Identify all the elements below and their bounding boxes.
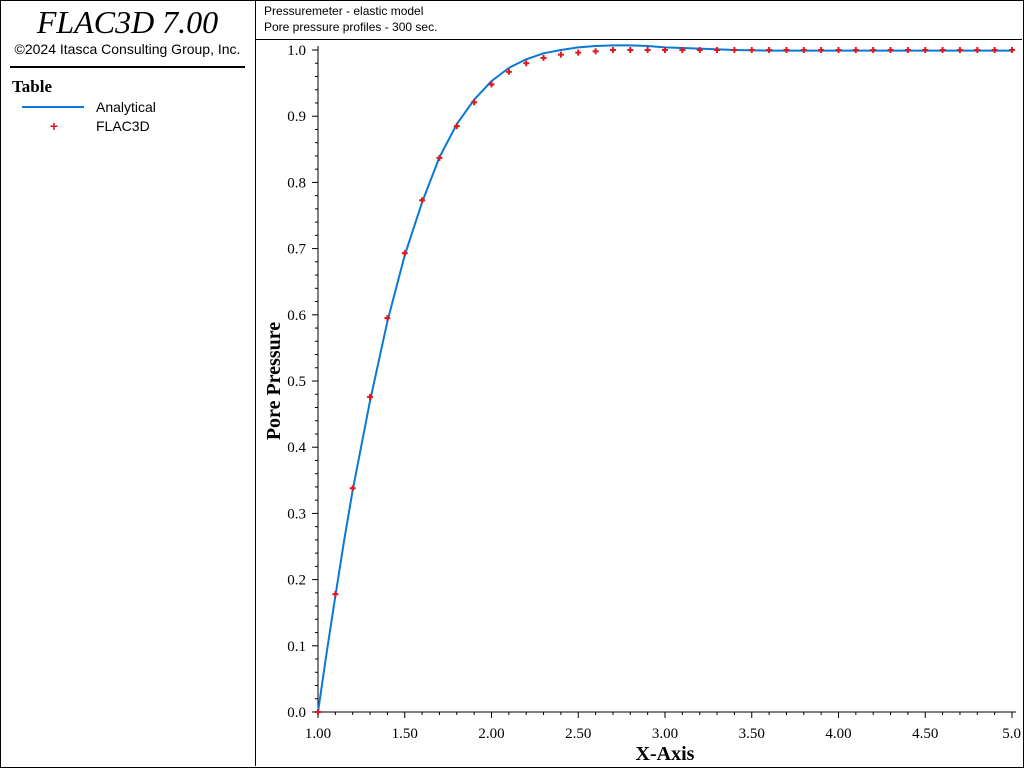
- data-point-flac3d: [349, 485, 356, 492]
- data-point-flac3d: [922, 47, 929, 53]
- data-point-flac3d: [679, 47, 686, 53]
- data-point-flac3d: [488, 81, 495, 88]
- data-point-flac3d: [453, 123, 460, 130]
- data-point-flac3d: [367, 393, 374, 400]
- data-point-flac3d: [800, 47, 807, 53]
- x-tick-label: 3.50: [739, 726, 765, 742]
- data-point-flac3d: [384, 315, 391, 322]
- header-line-2: Pore pressure profiles - 300 sec.: [264, 20, 438, 34]
- header-line-1: Pressuremeter - elastic model: [264, 4, 424, 18]
- chart-axes: [317, 46, 1016, 713]
- data-point-flac3d: [627, 47, 634, 53]
- analytical-line-swatch: [22, 106, 84, 108]
- data-point-flac3d: [696, 47, 703, 53]
- data-point-flac3d: [332, 591, 339, 598]
- legend-label-analytical: Analytical: [96, 99, 156, 115]
- y-tick-label: 0.9: [287, 109, 306, 125]
- chart-ticks: 0.0 0.1 0.2 0.3 0.4 0.5 0.6 0.7 0.8 0.9 1.0 1.00 1.5…: [287, 43, 1021, 742]
- y-tick-label: 0.7: [287, 242, 306, 258]
- x-tick-label: 1.00: [305, 726, 331, 742]
- data-point-flac3d: [471, 99, 478, 106]
- data-point-flac3d: [436, 154, 443, 161]
- y-tick-label: 0.2: [287, 573, 306, 589]
- x-axis-title: X-Axis: [636, 743, 695, 765]
- data-point-flac3d: [887, 47, 894, 53]
- data-point-flac3d: [991, 47, 998, 53]
- pore-pressure-chart: 0.0 0.1 0.2 0.3 0.4 0.5 0.6 0.7 0.8 0.9 1.0 1.00 1.5…: [263, 43, 1021, 765]
- data-point-flac3d: [731, 47, 738, 53]
- y-tick-label: 0.1: [287, 639, 306, 655]
- data-point-flac3d: [818, 47, 825, 53]
- data-point-flac3d: [974, 47, 981, 53]
- data-point-flac3d: [401, 250, 408, 257]
- data-point-flac3d: [609, 47, 616, 53]
- data-point-flac3d: [557, 51, 564, 58]
- y-axis-title: Pore Pressure: [263, 322, 285, 440]
- series-line-analytical: [317, 44, 1012, 713]
- plus-marker-icon: +: [49, 118, 59, 134]
- x-tick-label: 1.50: [392, 726, 418, 742]
- data-point-flac3d: [505, 68, 512, 75]
- data-point-flac3d: [592, 48, 599, 55]
- x-tick-label: 2.50: [565, 726, 591, 742]
- data-point-flac3d: [419, 197, 426, 204]
- data-point-flac3d: [644, 47, 651, 53]
- x-tick-label: 5.0: [1002, 726, 1021, 742]
- chart-series: [315, 44, 1015, 715]
- y-tick-label: 0.5: [287, 374, 306, 390]
- data-point-flac3d: [852, 47, 859, 53]
- x-tick-label: 4.00: [825, 726, 851, 742]
- legend-title: Table: [12, 77, 53, 96]
- data-point-flac3d: [748, 47, 755, 53]
- y-tick-label: 0.0: [287, 705, 306, 721]
- data-point-flac3d: [1009, 47, 1015, 53]
- y-tick-label: 0.8: [287, 175, 306, 191]
- data-point-flac3d: [523, 60, 530, 67]
- y-tick-label: 0.4: [287, 440, 306, 456]
- data-point-flac3d: [714, 47, 721, 53]
- copyright-text: ©2024 Itasca Consulting Group, Inc.: [14, 41, 241, 57]
- data-point-flac3d: [662, 47, 668, 53]
- data-point-flac3d: [575, 49, 582, 56]
- y-tick-label: 0.6: [287, 308, 306, 324]
- data-point-flac3d: [783, 47, 790, 53]
- data-point-flac3d: [956, 47, 963, 53]
- x-tick-label: 3.00: [652, 726, 678, 742]
- data-point-flac3d: [904, 47, 911, 53]
- legend-label-flac3d: FLAC3D: [96, 118, 150, 134]
- data-point-flac3d: [540, 54, 547, 61]
- legend-divider: [10, 66, 245, 68]
- x-tick-label: 4.50: [912, 726, 938, 742]
- data-point-flac3d: [835, 47, 842, 53]
- data-point-flac3d: [766, 47, 773, 53]
- plot-header: Pressuremeter - elastic model Pore press…: [256, 0, 1022, 40]
- x-tick-label: 2.00: [478, 726, 504, 742]
- data-point-flac3d: [939, 47, 946, 53]
- y-tick-label: 1.0: [287, 43, 306, 59]
- app-title: FLAC3D 7.00: [36, 4, 219, 40]
- legend-panel: FLAC3D 7.00 ©2024 Itasca Consulting Grou…: [0, 0, 256, 766]
- y-tick-label: 0.3: [287, 506, 306, 522]
- data-point-flac3d: [870, 47, 877, 53]
- data-point-flac3d: [315, 709, 321, 715]
